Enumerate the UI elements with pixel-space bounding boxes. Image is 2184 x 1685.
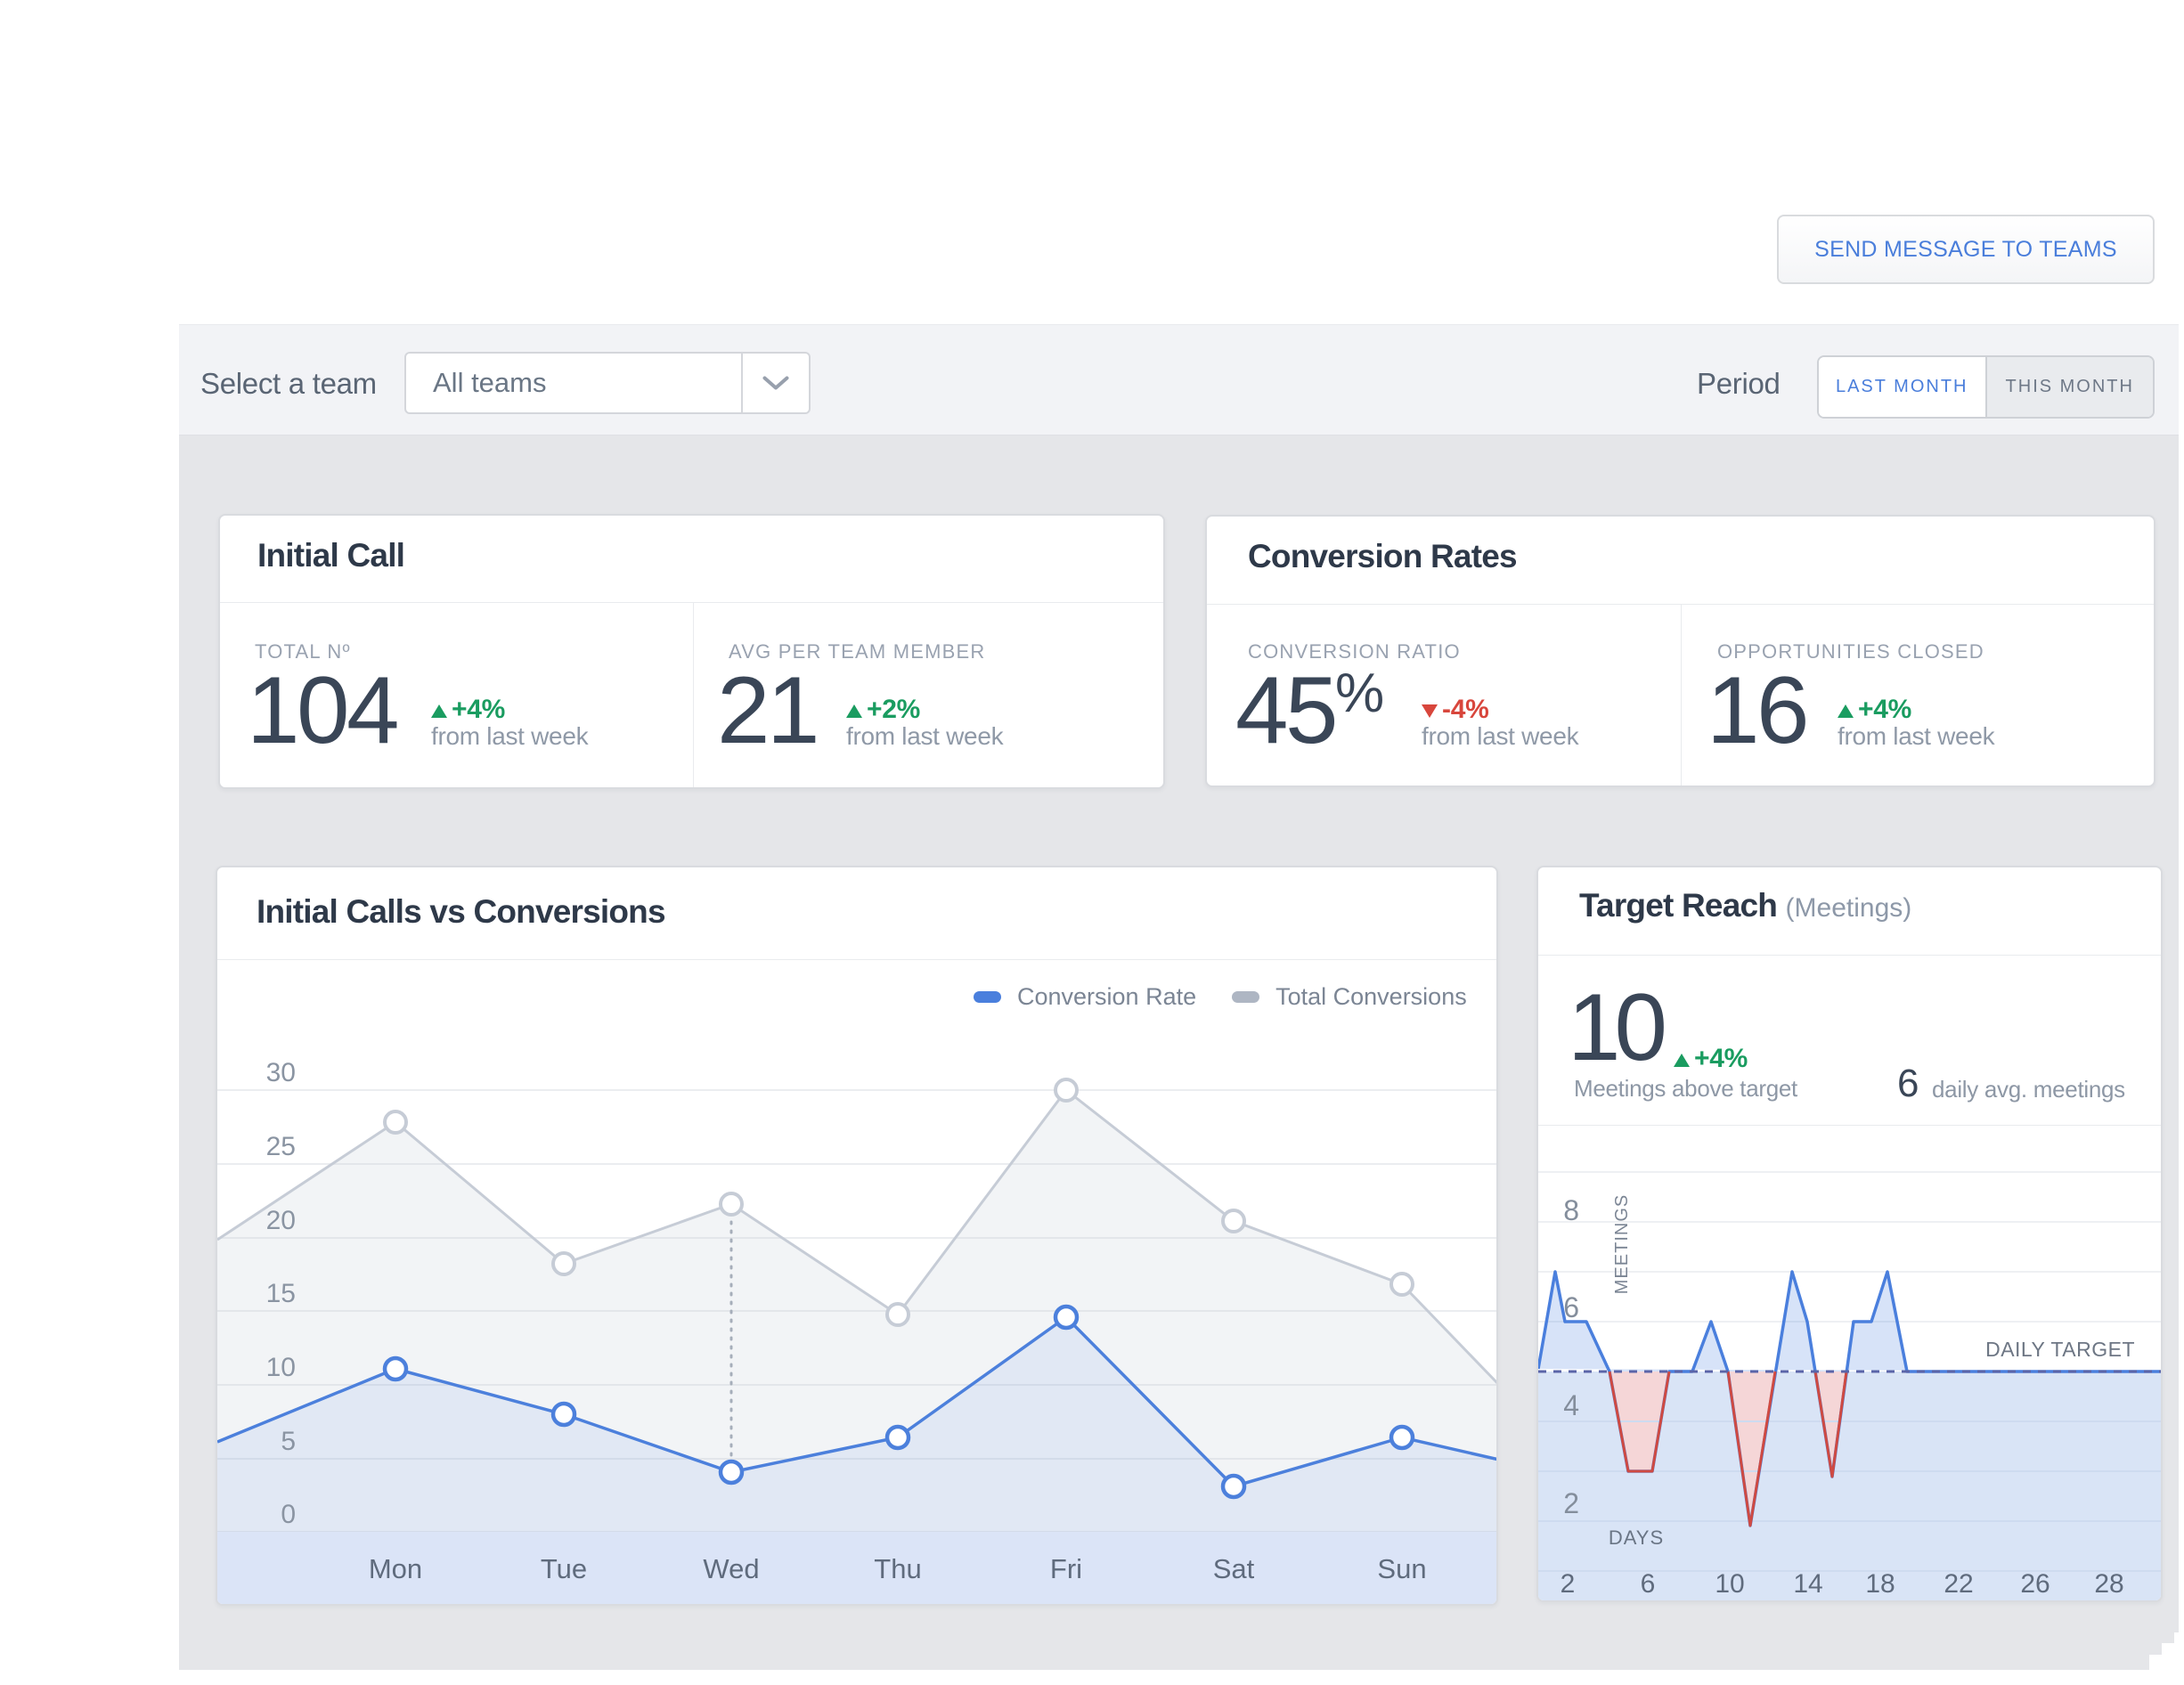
svg-text:0: 0 (281, 1500, 296, 1529)
svg-text:22: 22 (1944, 1569, 1973, 1599)
svg-text:20: 20 (266, 1206, 296, 1235)
svg-text:MEETINGS: MEETINGS (1612, 1194, 1632, 1294)
svg-text:10: 10 (266, 1353, 296, 1382)
svg-text:DAYS: DAYS (1609, 1526, 1664, 1549)
svg-text:25: 25 (266, 1132, 296, 1161)
svg-text:Fri: Fri (1050, 1553, 1082, 1584)
svg-text:5: 5 (281, 1427, 296, 1456)
svg-text:2: 2 (1561, 1569, 1576, 1599)
svg-text:6: 6 (1641, 1569, 1656, 1599)
svg-text:28: 28 (2094, 1569, 2123, 1599)
svg-text:4: 4 (1563, 1389, 1579, 1421)
svg-text:Mon: Mon (369, 1553, 422, 1584)
svg-text:18: 18 (1865, 1569, 1895, 1599)
svg-text:26: 26 (2020, 1569, 2050, 1599)
svg-text:2: 2 (1563, 1487, 1579, 1519)
svg-text:14: 14 (1793, 1569, 1822, 1599)
svg-text:8: 8 (1563, 1194, 1579, 1226)
svg-text:30: 30 (266, 1058, 296, 1087)
svg-text:15: 15 (266, 1279, 296, 1308)
svg-text:Sun: Sun (1377, 1553, 1426, 1584)
svg-text:Tue: Tue (541, 1553, 587, 1584)
svg-text:10: 10 (1715, 1569, 1744, 1599)
svg-text:Wed: Wed (703, 1553, 759, 1584)
svg-text:6: 6 (1563, 1291, 1579, 1323)
svg-text:DAILY TARGET: DAILY TARGET (1985, 1338, 2135, 1361)
svg-text:Thu: Thu (874, 1553, 921, 1584)
svg-text:Sat: Sat (1213, 1553, 1255, 1584)
